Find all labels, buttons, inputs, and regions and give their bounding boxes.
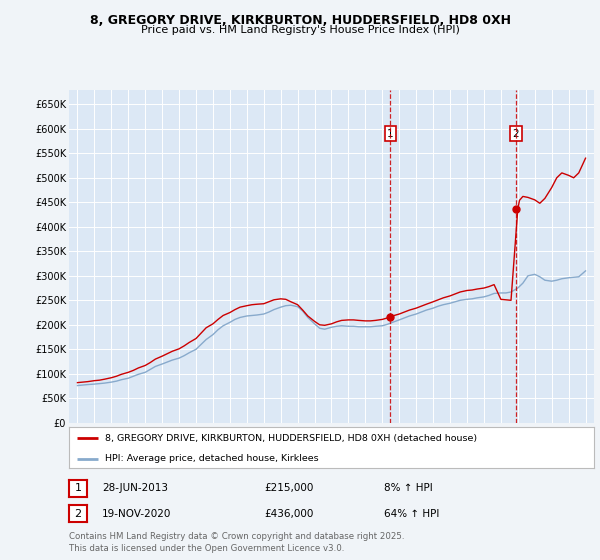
- Text: 1: 1: [74, 483, 82, 493]
- Text: £436,000: £436,000: [264, 508, 313, 519]
- Text: 8, GREGORY DRIVE, KIRKBURTON, HUDDERSFIELD, HD8 0XH: 8, GREGORY DRIVE, KIRKBURTON, HUDDERSFIE…: [89, 14, 511, 27]
- Text: HPI: Average price, detached house, Kirklees: HPI: Average price, detached house, Kirk…: [105, 454, 319, 463]
- Text: 8, GREGORY DRIVE, KIRKBURTON, HUDDERSFIELD, HD8 0XH (detached house): 8, GREGORY DRIVE, KIRKBURTON, HUDDERSFIE…: [105, 433, 477, 442]
- Text: Contains HM Land Registry data © Crown copyright and database right 2025.
This d: Contains HM Land Registry data © Crown c…: [69, 533, 404, 553]
- Text: 19-NOV-2020: 19-NOV-2020: [102, 508, 172, 519]
- Text: 2: 2: [512, 129, 519, 139]
- Text: 28-JUN-2013: 28-JUN-2013: [102, 483, 168, 493]
- Text: 8% ↑ HPI: 8% ↑ HPI: [384, 483, 433, 493]
- Text: Price paid vs. HM Land Registry's House Price Index (HPI): Price paid vs. HM Land Registry's House …: [140, 25, 460, 35]
- Text: 64% ↑ HPI: 64% ↑ HPI: [384, 508, 439, 519]
- Text: 1: 1: [387, 129, 394, 139]
- Text: 2: 2: [74, 508, 82, 519]
- Text: £215,000: £215,000: [264, 483, 313, 493]
